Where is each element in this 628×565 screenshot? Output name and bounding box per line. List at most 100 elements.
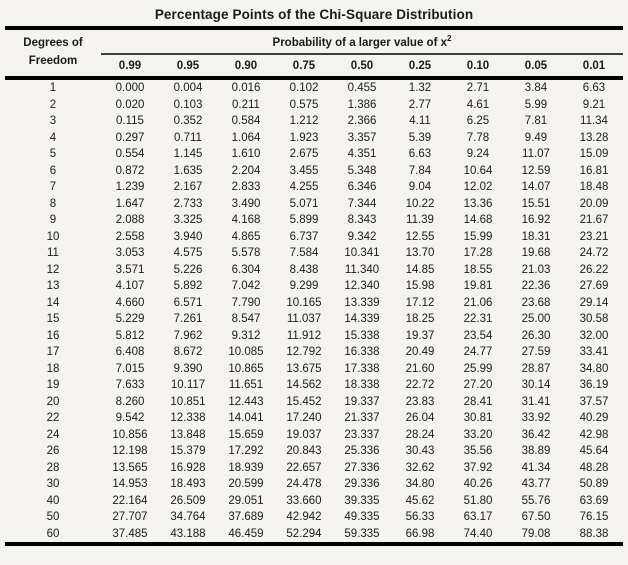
value-cell: 10.851 bbox=[170, 395, 206, 408]
value-cell: 5.348 bbox=[347, 164, 377, 177]
df-cell: 10 bbox=[46, 230, 60, 243]
df-cell: 20 bbox=[46, 395, 60, 408]
value-cell: 34.764 bbox=[170, 511, 206, 524]
df-cell: 24 bbox=[46, 428, 60, 441]
value-cell: 21.60 bbox=[405, 362, 435, 375]
probability-column-header: 0.95 bbox=[159, 54, 217, 80]
table-row: 3 0.115 0.352 0.584 1.212 2.366 4.11 6.25 7.81 11… bbox=[5, 113, 623, 130]
value-cell: 18.25 bbox=[405, 313, 435, 326]
value-cell: 1.239 bbox=[115, 181, 145, 194]
value-cell: 63.17 bbox=[463, 511, 493, 524]
value-cell: 30.14 bbox=[521, 379, 551, 392]
value-cell: 6.25 bbox=[466, 115, 490, 128]
value-cell: 0.872 bbox=[115, 164, 145, 177]
value-cell: 3.325 bbox=[173, 214, 203, 227]
value-cell: 14.07 bbox=[521, 181, 551, 194]
table-row: 1 0.000 0.004 0.016 0.102 0.455 1.32 2.71 3.84 6.… bbox=[5, 78, 623, 97]
value-cell: 7.015 bbox=[115, 362, 145, 375]
value-cell: 6.304 bbox=[231, 263, 261, 276]
value-cell: 5.229 bbox=[115, 313, 145, 326]
value-cell: 37.57 bbox=[579, 395, 609, 408]
value-cell: 16.92 bbox=[521, 214, 551, 227]
value-cell: 22.72 bbox=[405, 379, 435, 392]
value-cell: 7.042 bbox=[231, 280, 261, 293]
value-cell: 14.85 bbox=[405, 263, 435, 276]
table-body: 1 0.000 0.004 0.016 0.102 0.455 1.32 2.71 3.84 6.… bbox=[5, 78, 623, 544]
value-cell: 1.647 bbox=[115, 197, 145, 210]
value-cell: 51.80 bbox=[463, 494, 493, 507]
value-cell: 45.64 bbox=[579, 445, 609, 458]
value-cell: 0.352 bbox=[173, 115, 203, 128]
value-cell: 2.088 bbox=[115, 214, 145, 227]
value-cell: 15.338 bbox=[344, 329, 380, 342]
value-cell: 27.20 bbox=[463, 379, 493, 392]
value-cell: 7.962 bbox=[173, 329, 203, 342]
table-row: 30 14.953 18.493 20.599 24.478 29.336 34.80 40.… bbox=[5, 476, 623, 493]
value-cell: 40.26 bbox=[463, 478, 493, 491]
value-cell: 8.343 bbox=[347, 214, 377, 227]
value-cell: 9.04 bbox=[408, 181, 432, 194]
value-cell: 9.24 bbox=[466, 148, 490, 161]
value-cell: 1.32 bbox=[408, 82, 432, 95]
value-cell: 9.21 bbox=[582, 98, 606, 111]
table-row: 11 3.053 4.575 5.578 7.584 10.341 13.70 17.28 19… bbox=[5, 245, 623, 262]
value-cell: 0.115 bbox=[116, 115, 144, 128]
value-cell: 11.037 bbox=[286, 313, 322, 326]
value-cell: 15.09 bbox=[579, 148, 609, 161]
value-cell: 55.76 bbox=[521, 494, 551, 507]
value-cell: 21.67 bbox=[579, 214, 609, 227]
value-cell: 3.84 bbox=[524, 82, 548, 95]
probability-span-header: Probability of a larger value of x2 bbox=[101, 28, 623, 55]
value-cell: 43.77 bbox=[521, 478, 551, 491]
value-cell: 3.940 bbox=[173, 230, 203, 243]
value-cell: 48.28 bbox=[579, 461, 609, 474]
table-row: 15 5.229 7.261 8.547 11.037 14.339 18.25 22.31 2… bbox=[5, 311, 623, 328]
value-cell: 26.509 bbox=[170, 494, 206, 507]
value-cell: 16.928 bbox=[170, 461, 206, 474]
value-cell: 24.77 bbox=[463, 346, 493, 359]
value-cell: 11.34 bbox=[580, 115, 608, 128]
df-cell: 18 bbox=[46, 362, 60, 375]
value-cell: 66.98 bbox=[405, 527, 435, 540]
value-cell: 33.20 bbox=[463, 428, 493, 441]
table-header: Degrees of Freedom Probability of a larg… bbox=[5, 28, 623, 80]
value-cell: 31.41 bbox=[521, 395, 551, 408]
value-cell: 27.707 bbox=[112, 511, 148, 524]
table-row: 8 1.647 2.733 3.490 5.071 7.344 10.22 13.36 15.5… bbox=[5, 196, 623, 213]
df-header-line2: Freedom bbox=[28, 55, 78, 67]
value-cell: 9.49 bbox=[524, 131, 548, 144]
value-cell: 24.72 bbox=[579, 247, 609, 260]
value-cell: 17.12 bbox=[405, 296, 435, 309]
value-cell: 23.54 bbox=[463, 329, 493, 342]
value-cell: 1.635 bbox=[173, 164, 203, 177]
value-cell: 5.226 bbox=[173, 263, 203, 276]
value-cell: 30.58 bbox=[579, 313, 609, 326]
table-row: 7 1.239 2.167 2.833 4.255 6.346 9.04 12.02 14.07… bbox=[5, 179, 623, 196]
df-cell: 2 bbox=[49, 98, 57, 111]
value-cell: 79.08 bbox=[521, 527, 551, 540]
value-cell: 34.80 bbox=[579, 362, 609, 375]
value-cell: 29.051 bbox=[228, 494, 264, 507]
value-cell: 37.92 bbox=[463, 461, 493, 474]
value-cell: 6.408 bbox=[115, 346, 145, 359]
probability-column-header: 0.75 bbox=[275, 54, 333, 80]
value-cell: 11.39 bbox=[406, 214, 434, 227]
value-cell: 17.338 bbox=[344, 362, 380, 375]
value-cell: 12.02 bbox=[463, 181, 493, 194]
probability-column-header: 0.90 bbox=[217, 54, 275, 80]
value-cell: 12.792 bbox=[286, 346, 322, 359]
value-cell: 9.312 bbox=[231, 329, 261, 342]
value-cell: 1.923 bbox=[289, 131, 319, 144]
table-row: 40 22.164 26.509 29.051 33.660 39.335 45.62 51.… bbox=[5, 493, 623, 510]
value-cell: 25.00 bbox=[521, 313, 551, 326]
value-cell: 11.07 bbox=[522, 148, 550, 161]
value-cell: 28.87 bbox=[521, 362, 551, 375]
value-cell: 8.547 bbox=[231, 313, 261, 326]
value-cell: 13.675 bbox=[286, 362, 322, 375]
value-cell: 5.99 bbox=[524, 98, 548, 111]
value-cell: 10.341 bbox=[344, 247, 380, 260]
value-cell: 0.102 bbox=[289, 82, 319, 95]
value-cell: 1.386 bbox=[347, 98, 377, 111]
value-cell: 23.83 bbox=[405, 395, 435, 408]
value-cell: 19.037 bbox=[286, 428, 322, 441]
